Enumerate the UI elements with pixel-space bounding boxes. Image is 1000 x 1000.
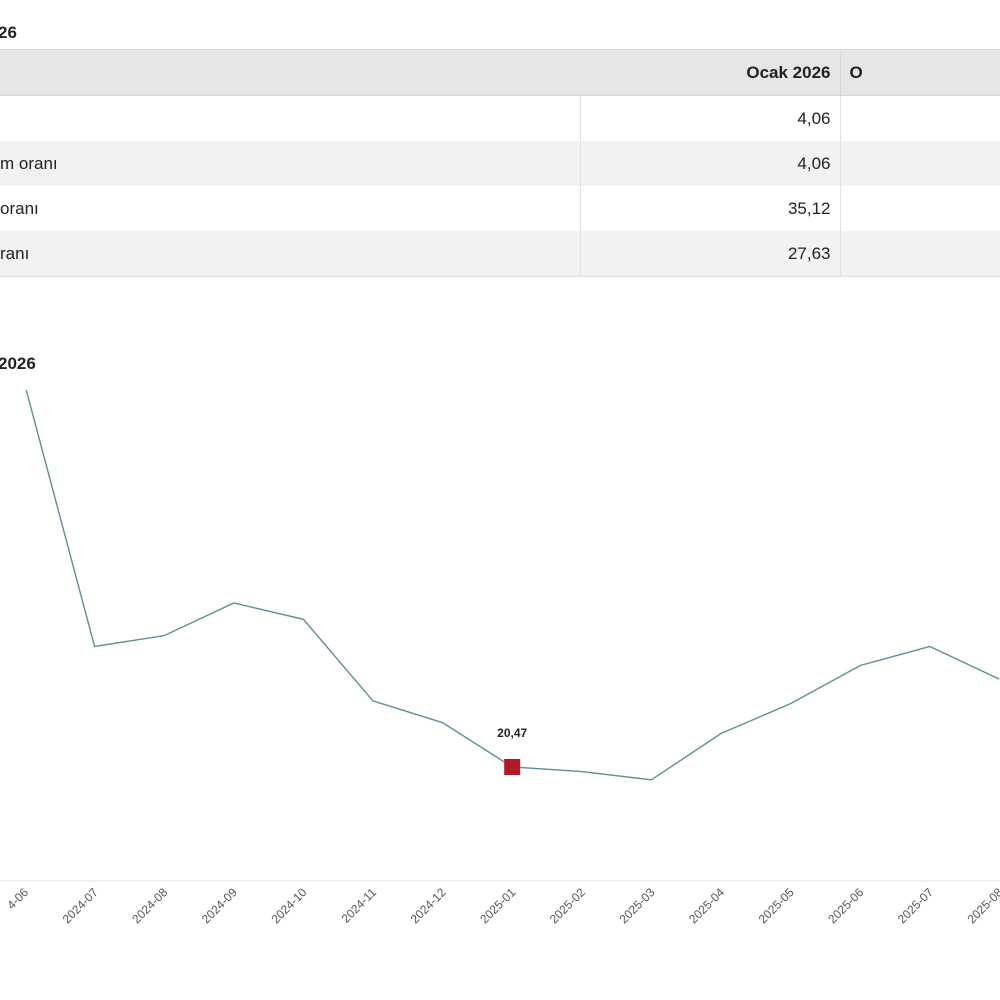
row-label: m oranı [0, 141, 580, 186]
highlight-marker[interactable] [504, 759, 521, 775]
row-value: 4,06 [579, 141, 840, 186]
table-header-row: Ocak 2026 O [0, 49, 1000, 96]
x-tick-label: 2024-08 [129, 885, 170, 926]
x-tick-label: 2025-05 [756, 885, 797, 926]
x-tick-label: 2024-07 [60, 885, 101, 926]
row-value: 4,06 [579, 95, 840, 141]
x-tick-label: 2025-04 [686, 885, 727, 926]
row-next-cell [839, 186, 1000, 231]
row-next-cell [839, 141, 1000, 186]
row-value: 35,12 [579, 186, 840, 231]
table-title: 26 [0, 23, 17, 42]
x-tick-label: 2024-09 [199, 885, 240, 926]
series-group: 20,47 [25, 390, 1000, 781]
highlight-value-label: 20,47 [497, 726, 527, 740]
series-line [25, 390, 1000, 781]
x-tick-label: 2025-08 [964, 885, 1000, 926]
row-value: 27,63 [579, 231, 840, 277]
x-tick-label: 2025-07 [895, 885, 936, 926]
x-tick-label: 2025-02 [547, 885, 588, 926]
row-next-cell [839, 95, 1000, 141]
x-tick-label: 2024-10 [268, 885, 309, 926]
x-tick-label: 2025-06 [825, 885, 866, 926]
table-row: oranı 35,12 [0, 186, 1000, 231]
table-row: m oranı 4,06 [0, 141, 1000, 186]
x-tick-label: 2025-03 [616, 885, 657, 926]
table-row: 4,06 [0, 95, 1000, 142]
table-row: ranı 27,63 [0, 231, 1000, 277]
data-table: Ocak 2026 O 4,06 m oranı 4,06 oranı 35,1… [0, 49, 1000, 277]
x-tick-label: 2025-01 [477, 885, 518, 926]
x-tick-label: 2024-11 [339, 885, 380, 926]
column-header-ocak-2026: Ocak 2026 [580, 49, 840, 96]
column-header-label [0, 49, 580, 96]
row-label: oranı [0, 198, 39, 218]
chart-title: 2026 [0, 354, 36, 373]
x-tick-label: 2024-12 [408, 885, 449, 926]
row-next-cell [839, 231, 1000, 277]
column-header-next: O [839, 49, 1000, 96]
row-label [0, 96, 580, 142]
x-tick-label: 4-06 [4, 885, 31, 912]
x-tick-labels: 4-06 2024-07 2024-08 2024-09 2024-10 2024-11 2… [4, 885, 1000, 926]
line-chart: 20,47 4-06 2024-07 2024-08 2024-09 2024-10 20… [0, 390, 1000, 926]
row-label: ranı [0, 231, 580, 277]
